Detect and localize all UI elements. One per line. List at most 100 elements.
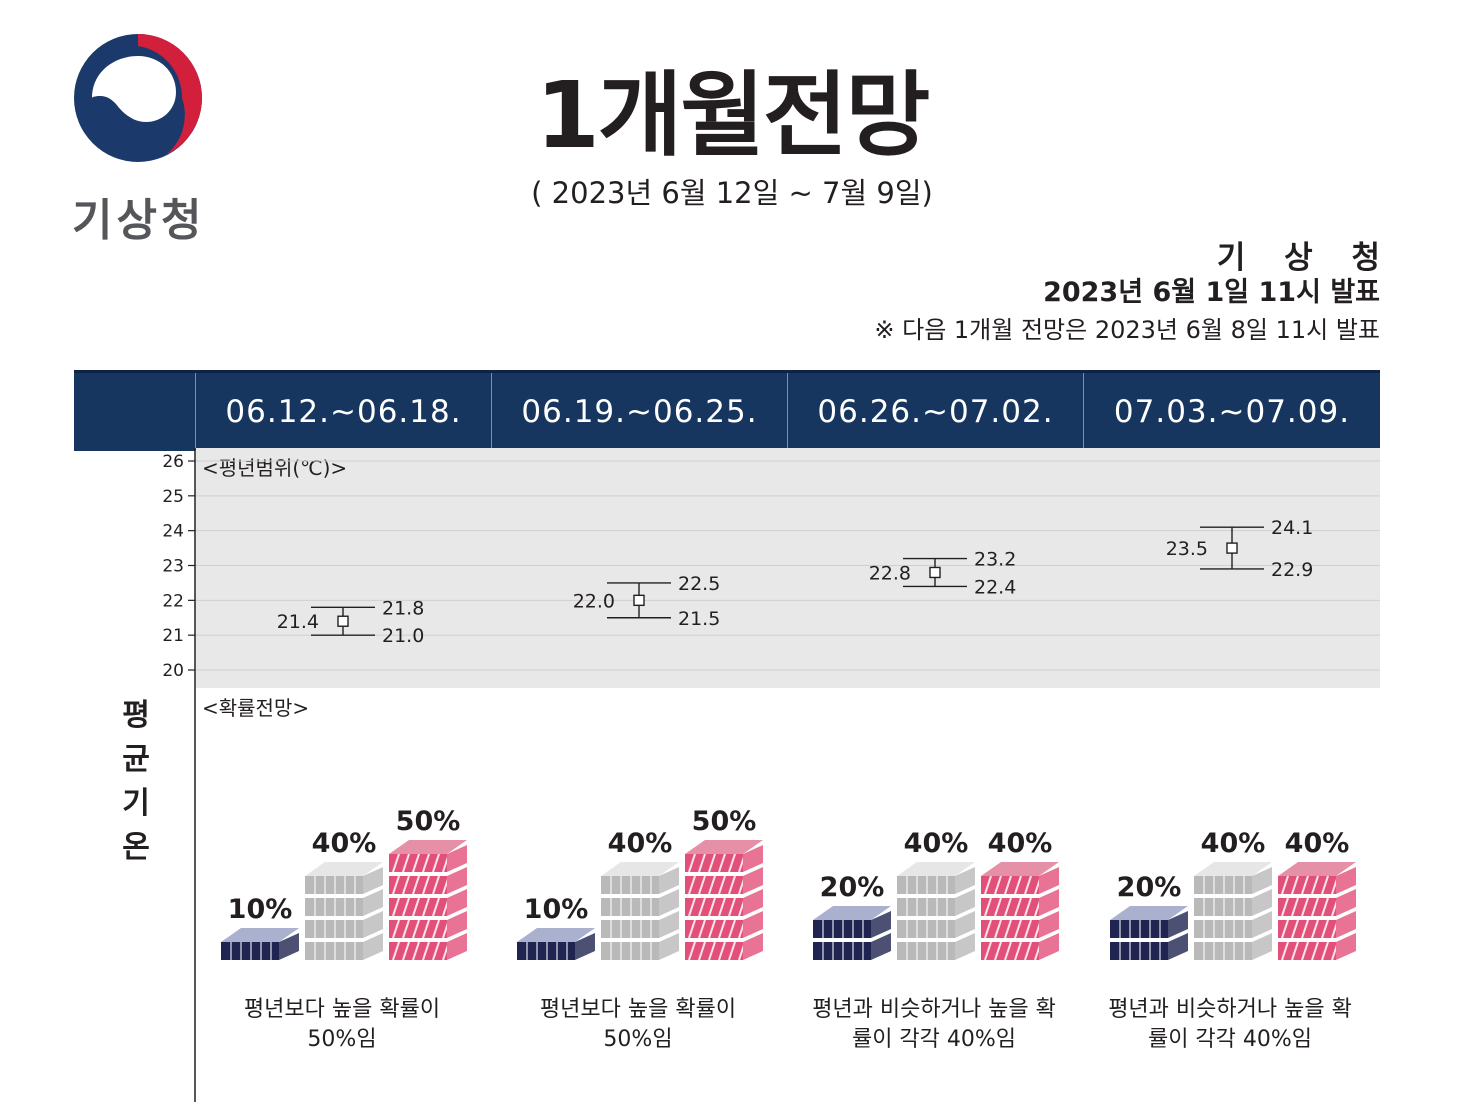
- period-header-2: 06.19.~06.25.: [491, 373, 787, 451]
- page-title: 1개월전망: [535, 62, 931, 169]
- logo-text: 기상청: [72, 195, 206, 246]
- prob-block-above-stripe: [984, 897, 992, 917]
- prob-block-below-side: [1168, 911, 1188, 938]
- prob-block-above-stripe: [994, 875, 1002, 895]
- lower-label: 22.9: [1271, 559, 1313, 581]
- prob-block-above-stripe: [728, 875, 736, 895]
- prob-block-above-stripe: [412, 875, 420, 895]
- prob-label-near: 40%: [904, 828, 969, 859]
- prob-block-above-stripe: [1311, 919, 1319, 939]
- side-label-char: 평: [122, 698, 150, 733]
- prob-block-above-stripe: [688, 853, 696, 873]
- prob-block-near-front: [601, 942, 659, 960]
- prob-block-top-near: [305, 862, 383, 876]
- prob-block-above-stripe: [422, 897, 430, 917]
- prob-block-above-stripe: [1321, 897, 1329, 917]
- prob-label-above: 50%: [396, 806, 461, 837]
- mean-label: 22.8: [869, 562, 911, 584]
- mean-marker: [337, 615, 349, 627]
- caption-line: 률이 각각 40%임: [851, 1027, 1017, 1052]
- prob-block-above-stripe: [1024, 941, 1032, 961]
- lower-label: 22.4: [974, 576, 1016, 598]
- prob-block-above-stripe: [698, 897, 706, 917]
- prob-block-above-stripe: [1311, 875, 1319, 895]
- prob-block-above-stripe: [1301, 941, 1309, 961]
- upper-label: 23.2: [974, 549, 1016, 571]
- prob-block-top-near: [601, 862, 679, 876]
- prob-block-top-below: [1110, 906, 1188, 920]
- prob-block-near-side: [1252, 933, 1272, 960]
- prob-block-above-stripe: [728, 897, 736, 917]
- prob-block-above-stripe: [402, 941, 410, 961]
- prob-block-near-front: [601, 876, 659, 894]
- prob-block-near-front: [601, 898, 659, 916]
- probability-tag: <확률전망>: [202, 696, 310, 720]
- prob-block-above-stripe: [698, 941, 706, 961]
- prob-block-above-stripe: [412, 897, 420, 917]
- prob-block-above-stripe: [984, 875, 992, 895]
- prob-block-top-below: [517, 928, 595, 942]
- prob-block-above-stripe: [1301, 919, 1309, 939]
- prob-block-above-stripe: [718, 875, 726, 895]
- prob-block-above-stripe: [1014, 941, 1022, 961]
- prob-block-below-front: [813, 942, 871, 960]
- prob-block-above-stripe: [1301, 875, 1309, 895]
- mean-marker: [633, 594, 645, 607]
- prob-block-top-near: [1194, 862, 1272, 876]
- prob-block-below-front: [221, 942, 279, 960]
- upper-label: 22.5: [678, 573, 720, 595]
- y-tick-label: 24: [162, 522, 184, 542]
- prob-block-top-above: [981, 862, 1059, 876]
- side-label-char: 온: [122, 830, 150, 865]
- mean-label: 21.4: [277, 611, 319, 633]
- prob-block-above-stripe: [1311, 897, 1319, 917]
- prob-block-above-stripe: [402, 897, 410, 917]
- prob-block-below-side: [279, 933, 299, 960]
- prob-block-above-stripe: [392, 897, 400, 917]
- y-tick-label: 22: [162, 591, 184, 611]
- prob-block-above-side: [1039, 889, 1059, 916]
- prob-block-top-below: [813, 906, 891, 920]
- prob-block-above-stripe: [688, 941, 696, 961]
- prob-block-above-stripe: [688, 875, 696, 895]
- prob-block-near-front: [897, 942, 955, 960]
- prob-block-above-stripe: [392, 853, 400, 873]
- prob-block-above-stripe: [728, 919, 736, 939]
- prob-label-above: 40%: [988, 828, 1053, 859]
- prob-block-top-above: [685, 840, 763, 854]
- prob-label-below: 10%: [228, 894, 293, 925]
- prob-block-above-stripe: [708, 941, 716, 961]
- prob-block-above-stripe: [718, 897, 726, 917]
- prob-block-above-stripe: [1014, 897, 1022, 917]
- prob-block-above-side: [1039, 867, 1059, 894]
- prob-block-top-above: [389, 840, 467, 854]
- prob-block-above-stripe: [1321, 919, 1329, 939]
- caption-line: 50%임: [603, 1027, 673, 1052]
- prob-block-above-side: [743, 845, 763, 872]
- logo: 기상청: [70, 34, 210, 246]
- prob-block-top-near: [897, 862, 975, 876]
- prob-block-above-stripe: [412, 853, 420, 873]
- prob-block-above-stripe: [718, 941, 726, 961]
- prob-block-above-stripe: [422, 941, 430, 961]
- prob-block-above-stripe: [994, 941, 1002, 961]
- prob-block-above-stripe: [402, 875, 410, 895]
- prob-block-above-stripe: [432, 919, 440, 939]
- prob-block-above-stripe: [1291, 941, 1299, 961]
- prob-block-above-stripe: [1321, 875, 1329, 895]
- prob-block-near-side: [363, 911, 383, 938]
- prob-block-above-stripe: [432, 941, 440, 961]
- caption-3: 평년과 비슷하거나 높을 확 률이 각각 40%임: [794, 995, 1074, 1055]
- prob-block-near-side: [659, 867, 679, 894]
- prob-block-above-stripe: [1024, 919, 1032, 939]
- caption-line: 평년과 비슷하거나 높을 확: [812, 997, 1056, 1022]
- prob-block-above-stripe: [708, 897, 716, 917]
- caption-line: 평년과 비슷하거나 높을 확: [1108, 997, 1352, 1022]
- prob-block-above-stripe: [422, 853, 430, 873]
- prob-block-above-side: [743, 867, 763, 894]
- caption-2: 평년보다 높을 확률이 50%임: [498, 995, 778, 1055]
- prob-block-near-side: [659, 933, 679, 960]
- prob-block-near-front: [897, 898, 955, 916]
- prob-block-above-stripe: [422, 875, 430, 895]
- prob-block-above-stripe: [688, 919, 696, 939]
